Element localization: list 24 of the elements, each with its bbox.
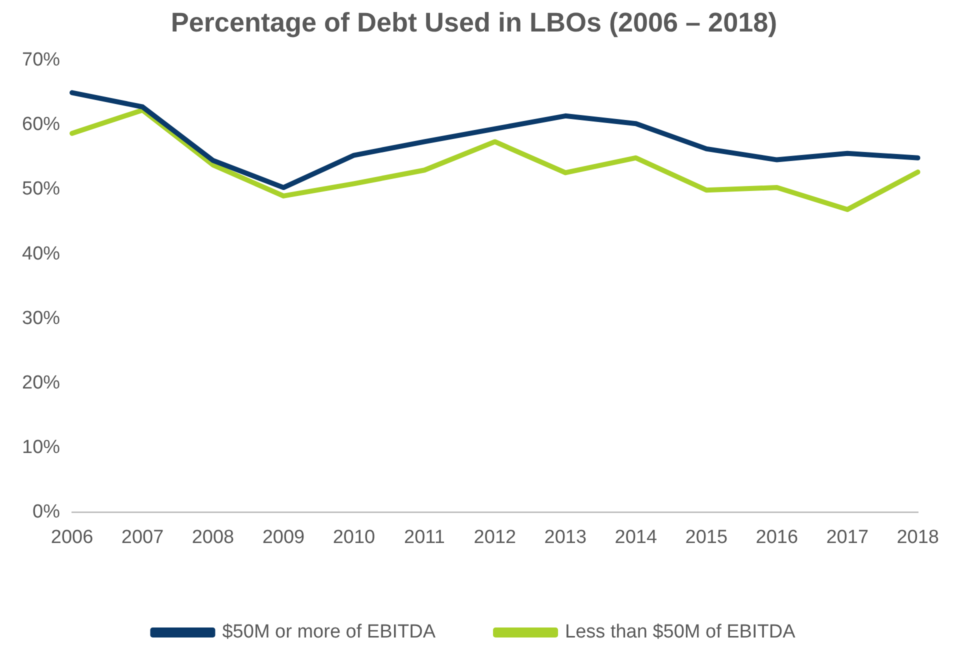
- x-tick-label: 2013: [544, 526, 587, 548]
- x-tick-label: 2017: [826, 526, 869, 548]
- x-tick-label: 2010: [332, 526, 376, 548]
- y-tick-label: 30%: [22, 308, 60, 329]
- x-tick-label: 2008: [192, 526, 234, 548]
- y-tick-label: 10%: [22, 436, 60, 458]
- y-tick-label: 0%: [32, 501, 60, 522]
- x-tick-label: 2011: [404, 526, 445, 548]
- x-tick-label: 2009: [262, 526, 305, 548]
- y-tick-label: 50%: [22, 178, 60, 200]
- y-tick-label: 40%: [22, 243, 60, 264]
- x-tick-label: 2016: [756, 526, 798, 548]
- x-tick-label: 2015: [685, 526, 728, 548]
- x-tick-label: 2006: [50, 526, 94, 548]
- chart-title: Percentage of Debt Used in LBOs (2006 – 2018): [170, 8, 778, 38]
- y-tick-label: 20%: [22, 372, 60, 394]
- y-tick-label: 70%: [22, 50, 60, 71]
- x-tick-label: 2018: [896, 526, 940, 548]
- legend-label: $50M or more of EBITDA: [222, 622, 436, 643]
- legend-label: Less than $50M of EBITDA: [565, 622, 796, 643]
- y-tick-label: 60%: [22, 114, 60, 136]
- x-tick-label: 2007: [121, 526, 164, 548]
- x-tick-label: 2012: [474, 526, 516, 548]
- x-tick-label: 2014: [614, 526, 658, 548]
